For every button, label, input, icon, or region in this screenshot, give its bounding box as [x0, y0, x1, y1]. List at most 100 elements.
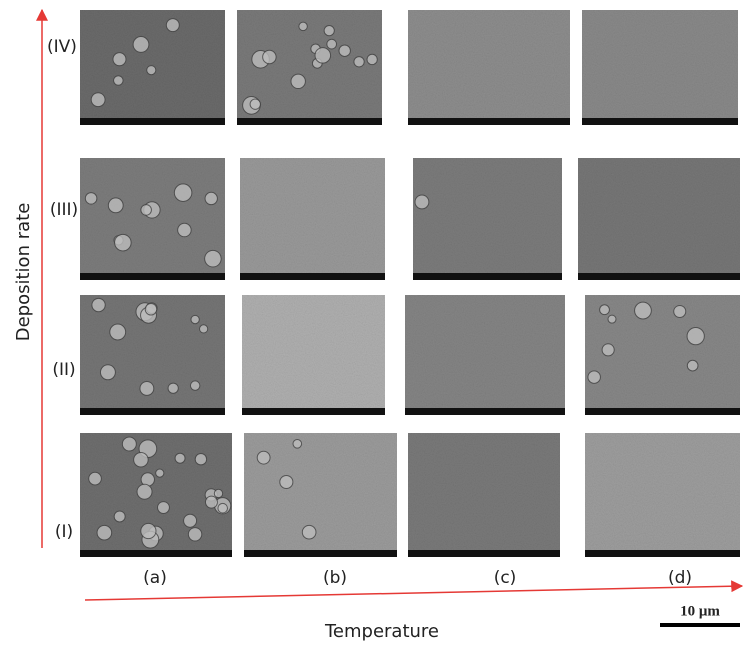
info-bar: [80, 118, 225, 125]
surface-feature: [326, 38, 338, 50]
surface-feature: [338, 44, 351, 57]
surface-feature: [121, 436, 137, 452]
image-background: [585, 433, 740, 557]
sem-image: [244, 433, 397, 557]
sem-image: [582, 10, 738, 125]
surface-feature: [136, 483, 153, 500]
image-background: [408, 10, 570, 125]
info-bar: [80, 408, 225, 415]
info-bar: [413, 273, 562, 280]
surface-feature: [204, 249, 222, 268]
surface-feature: [189, 380, 201, 391]
sem-image: [405, 295, 565, 415]
info-bar: [408, 118, 570, 125]
surface-feature: [353, 56, 365, 68]
surface-feature: [177, 222, 192, 238]
surface-feature: [290, 73, 306, 90]
surface-feature: [686, 359, 699, 372]
surface-feature: [256, 450, 271, 465]
sem-image: [408, 433, 560, 557]
image-background: [240, 158, 385, 280]
info-bar: [240, 273, 385, 280]
sem-image: [585, 295, 740, 415]
surface-feature: [91, 297, 106, 313]
surface-feature: [167, 382, 179, 394]
info-bar: [80, 550, 232, 557]
surface-feature: [114, 233, 132, 252]
surface-feature: [599, 304, 610, 316]
column-label: (a): [143, 568, 167, 588]
surface-feature: [601, 343, 615, 357]
sem-image: [80, 158, 225, 280]
sem-image: [237, 10, 382, 125]
scale-bar-label: 10 μm: [680, 603, 720, 619]
surface-feature: [194, 452, 208, 466]
surface-feature: [314, 47, 332, 64]
surface-feature: [279, 474, 294, 490]
info-bar: [80, 273, 225, 280]
surface-feature: [190, 314, 200, 325]
column-label: (d): [668, 568, 692, 588]
image-background: [408, 433, 560, 557]
image-background: [405, 295, 565, 415]
info-bar: [585, 408, 740, 415]
surface-feature: [173, 183, 193, 202]
surface-feature: [198, 324, 209, 334]
info-bar: [405, 408, 565, 415]
y-axis-label: Deposition rate: [13, 203, 34, 342]
surface-feature: [607, 314, 617, 324]
info-bar: [578, 273, 740, 280]
surface-feature: [174, 452, 186, 464]
surface-feature: [634, 301, 652, 320]
surface-feature: [146, 65, 157, 76]
image-background: [582, 10, 738, 125]
row-label: (III): [50, 200, 78, 220]
surface-feature: [217, 502, 228, 514]
sem-image: [80, 295, 225, 415]
sem-image: [80, 433, 232, 557]
surface-feature: [139, 381, 155, 396]
surface-feature: [204, 495, 218, 509]
info-bar: [244, 550, 397, 557]
image-background: [578, 158, 740, 280]
info-bar: [242, 408, 385, 415]
sem-image: [578, 158, 740, 280]
sem-image: [408, 10, 570, 125]
surface-feature: [133, 451, 149, 468]
surface-feature: [99, 364, 116, 381]
info-bar: [408, 550, 560, 557]
sem-image: [413, 158, 562, 280]
scale-bar: [660, 623, 740, 627]
surface-feature: [249, 98, 261, 110]
sem-image: [242, 295, 385, 415]
surface-feature: [204, 191, 218, 206]
surface-feature: [323, 25, 335, 37]
surface-feature: [155, 468, 165, 478]
surface-feature: [113, 510, 126, 523]
surface-feature: [107, 197, 124, 214]
surface-feature: [109, 323, 127, 341]
surface-feature: [686, 326, 705, 346]
surface-feature: [587, 370, 601, 384]
row-label: (I): [55, 522, 73, 542]
x-axis-label: Temperature: [324, 621, 439, 642]
image-background: [413, 158, 562, 280]
sem-image: [80, 10, 225, 125]
row-label: (IV): [47, 37, 77, 57]
surface-feature: [213, 488, 224, 499]
surface-feature: [298, 21, 308, 32]
column-label: (c): [494, 568, 517, 588]
surface-feature: [140, 522, 157, 540]
surface-feature: [183, 513, 198, 528]
image-background: [244, 433, 397, 557]
surface-feature: [132, 36, 150, 53]
image-background: [242, 295, 385, 415]
x-axis-arrow: [84, 580, 744, 601]
surface-feature: [157, 501, 170, 514]
info-bar: [582, 118, 738, 125]
surface-feature: [366, 53, 378, 66]
row-label: (II): [52, 360, 75, 380]
surface-feature: [140, 204, 152, 216]
surface-feature: [262, 49, 277, 65]
surface-feature: [292, 439, 303, 449]
